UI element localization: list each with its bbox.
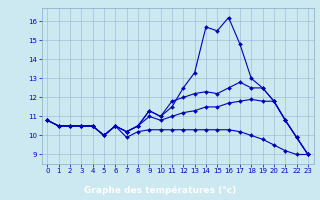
Text: Graphe des températures (°c): Graphe des températures (°c) (84, 185, 236, 195)
